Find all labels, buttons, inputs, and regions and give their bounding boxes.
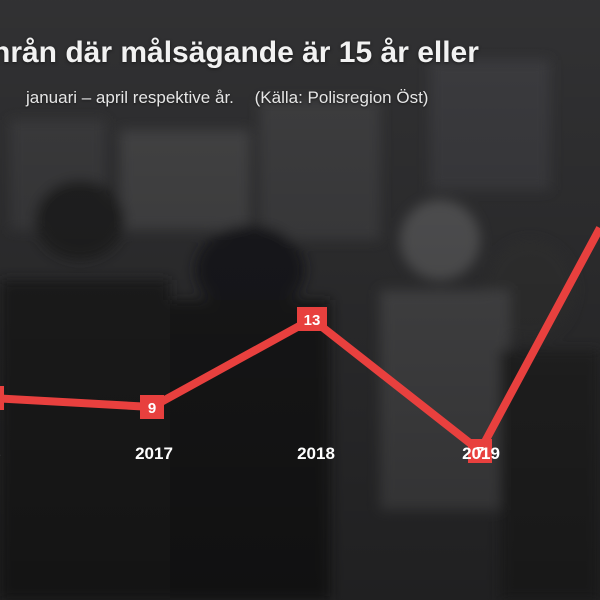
chart-subtitle: januari – april respektive år. (Källa: P… [26,88,428,108]
series-line [0,226,600,455]
x-tick-label-2017: 2017 [135,444,173,463]
chart-title: nrån där målsägande är 15 år eller [0,36,479,69]
x-tick-label-6: 6 [0,444,1,463]
subtitle-text: januari – april respektive år. [26,88,234,107]
data-label-2017: 9 [148,400,156,417]
x-tick-label-2019: 2019 [462,444,500,463]
source-note: (Källa: Polisregion Öst) [254,88,429,107]
data-label-2019: 7 [476,444,484,461]
data-point-clipped [0,386,4,410]
data-point-2018 [297,307,327,331]
data-label-2018: 13 [304,312,321,329]
data-point-2017 [140,395,164,419]
data-point-2019 [468,439,492,463]
x-tick-label-2018: 2018 [297,444,335,463]
